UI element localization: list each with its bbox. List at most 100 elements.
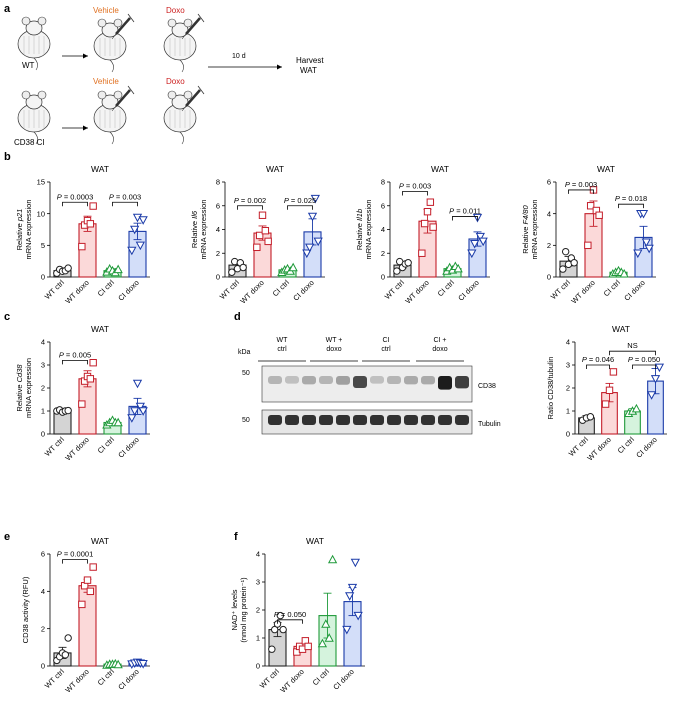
blot-lane-label: CI — [383, 337, 390, 344]
blot-lane-label: doxo — [326, 346, 341, 353]
panel-c-letter: c — [4, 311, 10, 323]
y-axis-label: CD38 activity (RFU) — [21, 576, 30, 643]
wt-label: WT — [22, 61, 35, 70]
category-label: WT ctrl — [43, 278, 66, 301]
kda-label: kDa — [238, 349, 251, 356]
y-tick-label: 4 — [216, 225, 220, 234]
y-tick-label: 10 — [37, 209, 45, 218]
y-tick-label: 4 — [547, 209, 551, 218]
y-tick-label: 2 — [41, 384, 45, 393]
category-label: CI doxo — [331, 667, 356, 692]
category-label: CI doxo — [456, 278, 481, 303]
tubulin-band — [302, 415, 316, 425]
stat-label: P = 0.0003 — [57, 192, 94, 201]
tubulin-band — [336, 415, 350, 425]
chart-b3: WAT 0 2 4 6 8 Relative Il1b mRNA expression WT c… — [355, 164, 490, 306]
panel-f-letter: f — [234, 531, 238, 543]
category-label: CI ctrl — [602, 278, 622, 298]
y-axis-label: Relative Il6 — [190, 210, 199, 248]
category-label: CI ctrl — [96, 435, 116, 455]
stat-bracket — [277, 619, 303, 624]
y-tick-label: 6 — [41, 550, 45, 559]
data-point — [270, 625, 279, 634]
category-label: WT doxo — [63, 667, 90, 694]
category-label: CI doxo — [622, 278, 647, 303]
stat-bracket — [62, 201, 88, 207]
y-axis-label-line2: mRNA expression — [364, 199, 373, 259]
cd38-band — [421, 376, 435, 385]
blot-lane-labels: WT ctrl WT + doxo CI ctrl CI + doxo — [258, 337, 464, 362]
y-axis-label: Relative Cd38 — [15, 364, 24, 412]
data-point — [595, 211, 603, 219]
y-tick-label: 0 — [41, 662, 45, 671]
syringe-icon — [111, 13, 135, 40]
stat-label: P = 0.050 — [628, 355, 660, 364]
data-point — [467, 249, 477, 259]
doxo-label-top: Doxo — [166, 6, 185, 15]
data-point — [276, 611, 285, 620]
data-point — [584, 241, 592, 250]
y-tick-label: 0 — [41, 430, 45, 439]
data-point — [347, 583, 358, 593]
chart-title: WAT — [597, 164, 615, 174]
data-point — [135, 241, 145, 251]
category-label: CI ctrl — [271, 278, 291, 298]
panel-d-letter: d — [234, 311, 241, 323]
data-point — [327, 554, 338, 564]
syringe-icon — [111, 85, 135, 112]
stat-bracket — [609, 350, 656, 356]
stat-label: P = 0.005 — [59, 350, 91, 359]
category-label: CI ctrl — [96, 278, 116, 298]
y-tick-label: 6 — [547, 178, 551, 187]
data-point — [86, 220, 95, 228]
cd38-ci-label: CD38 CI — [14, 138, 45, 147]
chart-b: WAT 0 5 10 15 Relative p21 mRNA expression WT c… — [15, 164, 150, 306]
chart-title: WAT — [91, 164, 109, 174]
marker-50-bottom: 50 — [242, 417, 250, 424]
data-point — [86, 375, 95, 383]
y-tick-label: 0 — [216, 273, 220, 282]
data-point — [78, 600, 86, 609]
data-point — [605, 386, 614, 395]
y-tick-label: 3 — [566, 361, 570, 370]
panel-b-letter: b — [4, 151, 11, 163]
data-point — [641, 238, 651, 248]
y-tick-label: 0 — [41, 273, 45, 282]
y-tick-label: 2 — [547, 241, 551, 250]
y-tick-label: 2 — [216, 249, 220, 258]
data-point — [307, 212, 318, 222]
stat-bracket — [62, 360, 88, 365]
data-point — [619, 268, 629, 278]
cd38-band — [455, 376, 469, 389]
blot-lane-label: ctrl — [277, 346, 287, 353]
mouse-wt-doxo — [163, 13, 205, 73]
panel-e-letter: e — [4, 531, 10, 543]
data-point — [609, 368, 618, 376]
marker-50-top: 50 — [242, 370, 250, 377]
y-tick-label: 0 — [256, 662, 260, 671]
y-tick-label: 0 — [547, 273, 551, 282]
mouse-wt — [17, 16, 51, 71]
stat-label: P = 0.003 — [565, 180, 597, 189]
cd38-band — [387, 376, 401, 384]
tubulin-band — [353, 415, 367, 425]
category-label: WT doxo — [585, 435, 612, 462]
data-point — [310, 194, 320, 204]
data-point — [313, 237, 323, 247]
data-point — [470, 240, 480, 249]
y-axis-label: NAD⁺ levels — [230, 589, 239, 630]
chart-title: WAT — [91, 324, 109, 334]
stat-bracket — [112, 201, 138, 207]
data-point — [138, 216, 148, 225]
data-point — [83, 576, 92, 584]
data-point — [89, 359, 97, 367]
data-point — [255, 231, 264, 240]
category-label: CI doxo — [634, 435, 659, 460]
data-point — [130, 225, 140, 235]
data-point — [646, 391, 657, 400]
blot-lane-label: ctrl — [381, 346, 391, 353]
stat-label: P = 0.018 — [615, 194, 647, 203]
stat-bracket — [632, 364, 656, 369]
data-point — [304, 642, 312, 651]
stat-label: P = 0.003 — [109, 192, 141, 201]
